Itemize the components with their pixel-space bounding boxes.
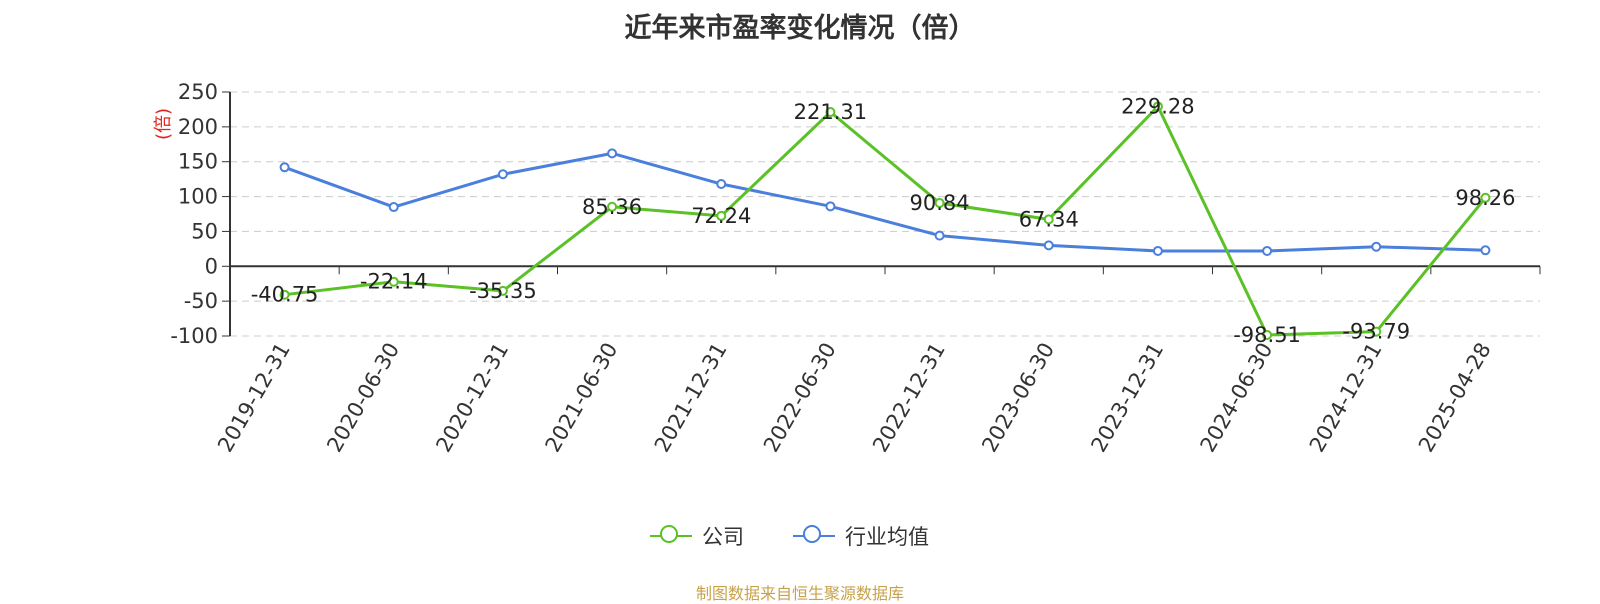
industry-average-series-point[interactable] [388, 202, 399, 213]
company-data-label: 72.24 [691, 204, 751, 228]
x-tick-label: 2020-06-30 [322, 339, 404, 457]
industry-average-series-point[interactable] [607, 148, 618, 159]
company-series-line [284, 104, 1487, 337]
industry-average-series-point[interactable] [1152, 245, 1163, 256]
industry-average-series-point[interactable] [716, 179, 727, 190]
y-tick-label: 0 [205, 254, 218, 278]
x-tick-label: 2022-12-31 [868, 338, 950, 456]
industry-average-series-point[interactable] [1262, 245, 1273, 256]
industry-average-series-point[interactable] [1371, 241, 1382, 252]
company-series-point[interactable] [1371, 326, 1382, 337]
company-data-label: 90.84 [910, 191, 970, 215]
industry-average-series-point[interactable] [934, 230, 945, 241]
company-data-label: -93.79 [1342, 320, 1410, 344]
x-tick-label: 2020-12-31 [431, 338, 513, 456]
industry-average-series-point[interactable] [497, 169, 508, 180]
industry-average-series-point[interactable] [279, 162, 290, 173]
legend-item-industry-average[interactable]: 行业均值 [793, 521, 929, 551]
x-tick-label: 2019-12-31 [213, 339, 295, 457]
legend-company-label: 公司 [702, 525, 744, 549]
x-tick-label: 2021-06-30 [541, 339, 623, 457]
company-series-point[interactable] [1043, 214, 1054, 225]
company-data-label: 229.28 [1121, 94, 1194, 118]
y-axis-label: (倍) [153, 108, 174, 140]
company-series-point[interactable] [279, 289, 290, 300]
x-tick-label: 2024-12-31 [1305, 339, 1387, 457]
company-data-label: 98.26 [1455, 186, 1515, 210]
company-series-point[interactable] [1480, 192, 1491, 203]
company-data-label: 85.36 [582, 195, 642, 219]
company-series-point[interactable] [607, 201, 618, 212]
y-tick-label: -100 [170, 324, 218, 348]
legend-company-icon [650, 525, 692, 547]
company-data-label: 67.34 [1019, 207, 1079, 231]
company-series-point[interactable] [825, 107, 836, 118]
company-data-label: -35.35 [469, 279, 537, 303]
grid-layer [230, 91, 1540, 337]
x-tick-label: 2023-12-31 [1086, 339, 1168, 457]
industry-average-series-point[interactable] [825, 201, 836, 212]
y-tick-label: -50 [184, 289, 218, 313]
industry-average-series-point[interactable] [1480, 245, 1491, 256]
company-series-point[interactable] [716, 210, 727, 221]
y-tick-label: 50 [191, 219, 218, 243]
industry-average-series-point[interactable] [1043, 240, 1054, 251]
y-tick-label: 150 [178, 150, 218, 174]
company-series-point[interactable] [1262, 329, 1273, 340]
y-tick-label: 250 [178, 80, 218, 104]
company-series-point[interactable] [388, 276, 399, 287]
axis-layer: 250 200 150 100 50 0 -50 -100 (倍) 2019-12-31 2020-… [153, 80, 1541, 457]
chart-title: 近年来市盈率变化情况（倍） [624, 13, 976, 44]
data-label-layer: -40.75 -22.14 -35.35 85.36 72.24 221.31 90.84 6… [251, 94, 1516, 347]
source-text: 制图数据来自恒生聚源数据库 [695, 584, 904, 603]
industry-average-series-line [284, 151, 1486, 253]
legend-industry-average-icon [793, 525, 835, 547]
company-series-point[interactable] [497, 285, 508, 296]
x-tick-label: 2024-06-30 [1196, 339, 1278, 457]
y-tick-label: 100 [178, 185, 218, 209]
x-tick-label: 2025-04-28 [1414, 339, 1496, 457]
x-tick-label: 2022-06-30 [759, 339, 841, 457]
legend-item-company[interactable]: 公司 [650, 521, 744, 551]
x-tick-label: 2021-12-31 [650, 339, 732, 457]
legend-industry-average-label: 行业均值 [845, 525, 929, 549]
company-data-label: -98.51 [1233, 323, 1301, 347]
y-tick-label: 200 [178, 115, 218, 139]
company-series-point[interactable] [1152, 101, 1163, 112]
company-series-point[interactable] [934, 197, 945, 208]
company-data-label: -22.14 [360, 270, 428, 294]
series-layer [279, 101, 1491, 340]
company-data-label: -40.75 [251, 283, 319, 307]
x-tick-label: 2023-06-30 [977, 339, 1059, 457]
company-data-label: 221.31 [794, 100, 867, 124]
